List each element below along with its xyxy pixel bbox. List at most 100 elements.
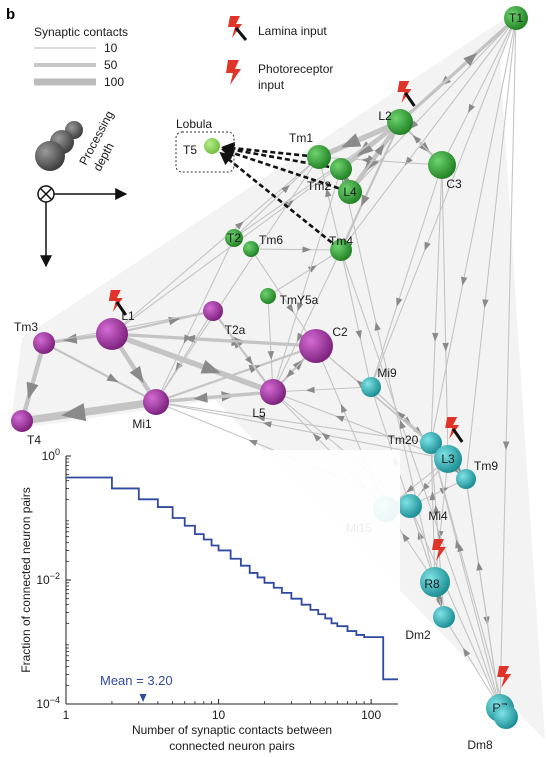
- neuron-tm9: Tm9: [456, 459, 498, 489]
- synapse-edge-Tm4-L5: [272, 249, 342, 393]
- synapse-arrowhead-Mi1-T4: [60, 403, 87, 422]
- lobula-edge-L4-T5: [220, 146, 340, 190]
- synapse-arrowhead-C3-Tm1: [361, 157, 371, 164]
- neuron-mi9-sphere: [361, 377, 381, 397]
- synapse-arrowhead-Tm20-Mi1: [256, 415, 266, 422]
- neuron-c2-label: C2: [332, 325, 348, 339]
- synapse-edge-Dm8-Tm20: [430, 442, 507, 718]
- synapse-edge-C3-L3: [441, 164, 449, 460]
- neuron-tm6: Tm6: [243, 233, 283, 257]
- synapse-arrowhead-T1-Tm9: [482, 299, 489, 309]
- neuron-dm2-sphere: [433, 606, 455, 628]
- neuron-mi9-label: Mi9: [377, 366, 397, 380]
- synapse-arrowhead-T2a-L5: [245, 355, 253, 365]
- synapse-arrowhead-L3-L5: [335, 415, 345, 423]
- synapse-arrowhead-L2-Tm1: [341, 133, 362, 148]
- synapse-edge-TmY5a-L5: [267, 295, 274, 393]
- y-tick-label-2: 10−4: [36, 695, 60, 711]
- neuron-dm8-label: Dm8: [467, 738, 493, 752]
- synapse-arrowhead-C3-L3: [442, 342, 449, 352]
- neuron-t2a-label: T2a: [225, 323, 246, 337]
- neuron-dm2: Dm2: [405, 606, 455, 642]
- synapse-edge-R8-Mi9: [370, 386, 436, 583]
- synapse-arrowhead-L3-Mi9: [397, 411, 406, 420]
- synapse-edge-T2a-Tm3: [43, 310, 214, 344]
- plot-background: [66, 450, 400, 706]
- synapse-edge-Tm6-C2: [250, 248, 317, 347]
- synapse-arrowhead-C3-Mi9: [396, 297, 403, 307]
- neuron-tm9-sphere: [456, 469, 476, 489]
- into-page-cross-icon: [39, 187, 53, 201]
- synapse-arrowhead-TmY5a-L5: [267, 351, 275, 360]
- lamina-input-bolt-icon: [397, 81, 416, 107]
- contact-distribution-plot: 1 10 100 100 10−2 10−4 Mean = 3.20 Number of …: [19, 447, 400, 753]
- synapse-edge-L3-Mi1: [155, 401, 449, 460]
- neuron-tm9-label: Tm9: [474, 459, 498, 473]
- neuron-tm2-label: Tm2: [307, 179, 331, 193]
- synapse-edge-L3-L5: [272, 391, 449, 460]
- neuron-l3-label: L3: [441, 452, 455, 466]
- synapse-arrowhead-T2-Mi1: [183, 334, 191, 344]
- synapse-edge-T1-Mi9: [370, 17, 517, 388]
- synapse-arrowhead-Dm8-Tm20: [457, 542, 464, 553]
- synapse-arrowhead-R7-Tm9: [476, 561, 483, 571]
- synapse-edge-T1-R7: [499, 17, 517, 709]
- synapse-edge-T1-Tm4: [340, 17, 517, 251]
- legend-label-50: 50: [104, 58, 118, 72]
- synapse-arrowhead-Tm6-C2: [286, 303, 294, 313]
- neuron-l5-sphere: [260, 379, 286, 405]
- mean-label: Mean = 3.20: [100, 673, 173, 688]
- synapse-edge-T2a-L5: [212, 310, 274, 393]
- photoreceptor-input-label-2: input: [258, 78, 285, 92]
- processing-depth-legend: Processing depth: [35, 108, 128, 268]
- synapse-edge-L1-T2a: [110, 309, 215, 336]
- synapse-edge-L4-L2: [348, 120, 402, 194]
- synapse-arrowhead-R7-Dm2: [463, 647, 471, 657]
- synapse-edge-Mi9-L5: [272, 386, 372, 393]
- synapse-arrowhead-Tm20-C2: [356, 380, 366, 389]
- lamina-bolt-icon: [228, 16, 248, 41]
- synapse-arrowhead-L1-L5: [200, 360, 221, 374]
- lamina-input-bolt-icon: [445, 417, 464, 443]
- neuron-tmy5a: TmY5a: [260, 288, 319, 307]
- neuron-tm4: Tm4: [329, 234, 353, 261]
- neuron-tmy5a-sphere: [260, 288, 276, 304]
- synapse-edge-TmY5a-Tm4: [267, 249, 342, 297]
- synapse-edge-Tm6-Tm4: [250, 248, 342, 251]
- synapse-arrowhead-T2-Tm1: [281, 184, 290, 194]
- neuron-l4-label: L4: [343, 185, 357, 199]
- synapse-arrowhead-R8-Mi15: [402, 533, 410, 543]
- synapse-arrowhead-L3-Mi15: [406, 484, 415, 493]
- lobula-box: Lobula: [175, 117, 235, 173]
- synapse-arrowhead-C3-L2: [412, 135, 422, 144]
- neuron-l2-sphere: [387, 109, 413, 135]
- neuron-l2-label: L2: [378, 109, 392, 123]
- synapse-edge-Tm1-Mi1: [155, 156, 320, 403]
- network-nodes: T1 L2 Tm1 Tm2 L4 C3 T5 T2 Tm6 Tm4 TmY5a Tm3 L1 T2a C2 L…: [11, 6, 528, 752]
- neuron-t5-sphere: [204, 138, 220, 154]
- synapse-arrowhead-L1-Tm1: [234, 221, 244, 230]
- neuron-tm1-label: Tm1: [289, 131, 313, 145]
- synapse-edge-Tm3-Mi1: [42, 341, 158, 404]
- synapse-edge-R7-Mi4: [409, 505, 501, 709]
- neuron-l2: L2: [378, 81, 416, 135]
- neuron-tm6-sphere: [243, 241, 259, 257]
- neuron-tm4-sphere: [330, 239, 352, 261]
- synapse-arrowhead-L1-Mi1: [129, 365, 144, 384]
- neuron-c3: C3: [428, 151, 462, 191]
- neuron-l4-sphere: [338, 180, 362, 204]
- neuron-l3-sphere: [434, 445, 462, 473]
- neuron-c2: C2: [299, 325, 348, 363]
- legend-label-10: 10: [104, 41, 118, 55]
- neuron-mi1-label: Mi1: [132, 417, 152, 431]
- neuron-tm2: Tm2: [307, 158, 352, 193]
- neuron-dm8: Dm8: [467, 705, 518, 752]
- synapse-arrowhead-Tm9-R7: [483, 616, 490, 626]
- synapse-arrowhead-L5-Mi1: [193, 392, 208, 403]
- synapse-edge-R7-Dm2: [443, 616, 501, 709]
- neuron-t5: T5: [183, 138, 220, 157]
- lamina-input-bolt-icon: [108, 290, 128, 316]
- photoreceptor-input-bolt-icon: [432, 539, 446, 561]
- synapse-arrowhead-L1-Tm3: [62, 333, 78, 344]
- synapse-arrowhead-Mi15-C2: [340, 403, 348, 414]
